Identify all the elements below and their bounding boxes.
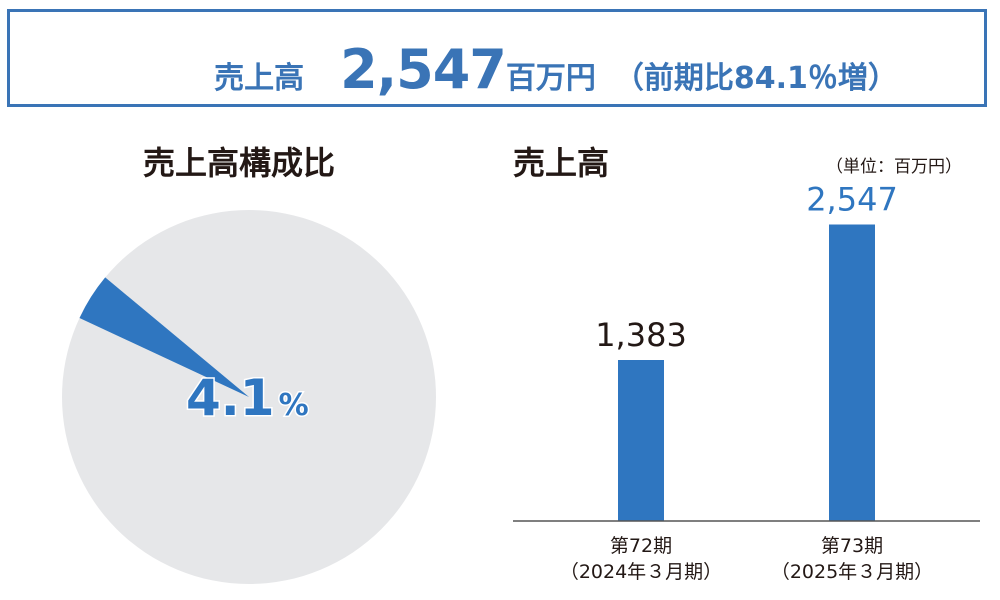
- x-tick-sublabel-1: （2024年３月期）: [560, 561, 722, 583]
- pie-slice-highlight: [79, 277, 249, 397]
- summary-banner: 売上高 2,547 百万円 （前期比84.1％増）: [7, 9, 987, 107]
- bar-2: [829, 224, 875, 521]
- banner-unit: 百万円: [505, 61, 596, 96]
- x-tick-label-1: 第72期: [610, 535, 672, 557]
- x-tick-sublabel-2: （2025年３月期）: [771, 561, 933, 583]
- bar-value-label-1: 1,383: [595, 316, 687, 354]
- pie-value-number: 4.1: [186, 369, 275, 427]
- bar-chart-unit-note: （単位：百万円）: [826, 157, 962, 177]
- summary-banner-text: 売上高 2,547 百万円 （前期比84.1％増）: [10, 12, 984, 104]
- x-tick-label-2: 第73期: [821, 535, 883, 557]
- bar-value-label-2: 2,547: [806, 181, 898, 219]
- banner-comparison: （前期比84.1％増）: [613, 61, 898, 96]
- banner-value: 2,547: [340, 38, 507, 101]
- pie-value-label: 4.1%: [186, 369, 309, 427]
- banner-label: 売上高: [214, 61, 305, 96]
- pie-chart-title: 売上高構成比: [143, 144, 336, 182]
- bar-chart-title: 売上高: [513, 144, 610, 182]
- bar-1: [618, 360, 664, 521]
- pie-chart: 4.1%: [62, 210, 436, 584]
- pie-value-unit: %: [279, 388, 309, 423]
